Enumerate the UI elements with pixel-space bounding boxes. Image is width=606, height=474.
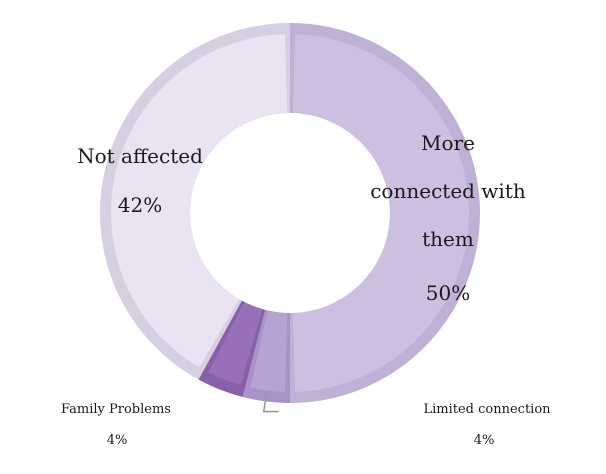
slice-label-family-problems: Family Problems xyxy=(61,402,171,417)
slice-label-more-connected-with-them-line-2: connected with xyxy=(370,179,526,203)
slice-value-more-connected-with-them: 50% xyxy=(426,281,470,305)
slice-value-not-affected: 42% xyxy=(118,193,162,217)
slices-group xyxy=(99,23,480,403)
labels-group: More connected with them 50% Limited connect… xyxy=(61,131,551,448)
slice-more-connected-with-them xyxy=(292,34,469,392)
slice-label-not-affected: Not affected xyxy=(77,144,203,168)
slice-family-problems xyxy=(208,301,263,386)
slice-label-limited-connection: Limited connection xyxy=(423,402,551,417)
slice-value-limited-connection: 4% xyxy=(474,433,495,448)
slice-limited-connection xyxy=(250,310,288,392)
slice-label-more-connected-with-them-line-1: More xyxy=(421,131,475,155)
slice-not-affected xyxy=(110,34,288,368)
leader-lines-group xyxy=(262,393,279,413)
slice-label-more-connected-with-them-line-3: them xyxy=(422,227,474,251)
leader-line-limited-connection xyxy=(262,393,279,413)
slice-value-family-problems: 4% xyxy=(107,433,128,448)
